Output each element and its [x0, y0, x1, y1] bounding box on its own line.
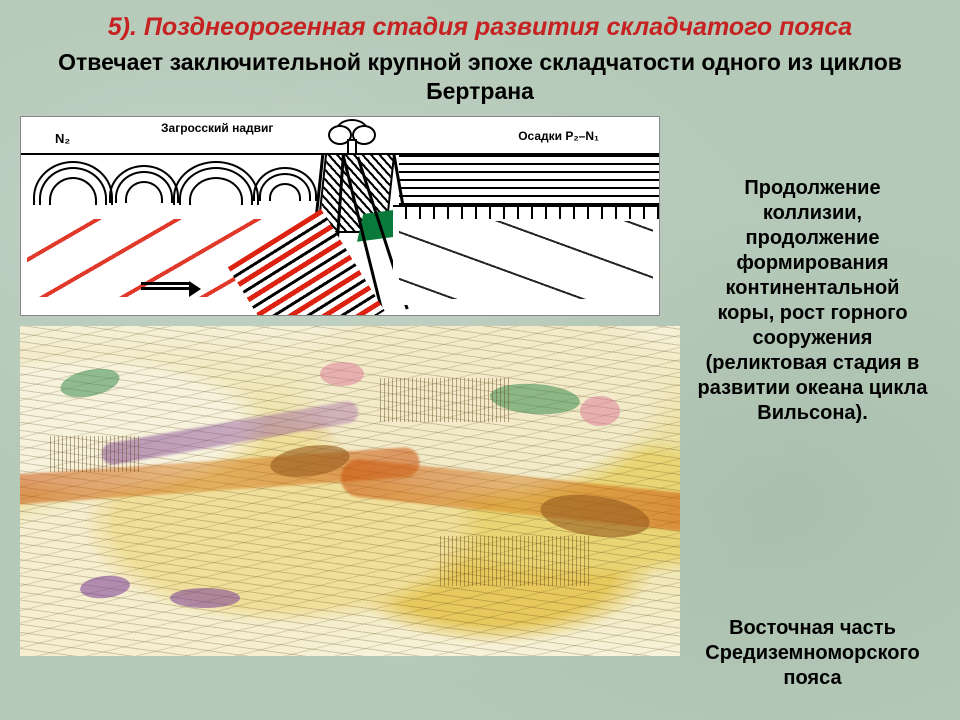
slide-title: 5). Позднеорогенная стадия развития скла… — [0, 0, 960, 48]
basement-dash-pattern — [399, 221, 653, 299]
thrust-teeth-icon — [393, 205, 659, 219]
volcano-cloud-icon — [336, 119, 368, 141]
label-zagros-thrust: Загросский надвиг — [161, 121, 273, 135]
content-area: N₂ Загросский надвиг Осадки P₂–N₁ — [0, 116, 960, 691]
map-unit — [170, 588, 240, 608]
geological-map — [20, 326, 680, 656]
volcano-stem — [347, 139, 357, 153]
map-hatch-area — [440, 536, 590, 586]
map-caption: Восточная часть Средиземноморского пояса — [695, 616, 930, 691]
right-strata-lines — [399, 155, 659, 207]
map-hatch-area — [380, 378, 510, 422]
map-unit — [580, 396, 620, 426]
convergence-arrow-icon — [141, 281, 201, 297]
figures-column: N₂ Загросский надвиг Осадки P₂–N₁ — [20, 116, 680, 691]
map-unit — [320, 362, 364, 386]
slide-subtitle: Отвечает заключительной крупной эпохе ск… — [0, 48, 960, 116]
description-text: Продолжение коллизии, продолжение формир… — [695, 176, 930, 426]
right-basement — [393, 205, 659, 305]
label-n2: N₂ — [55, 131, 70, 146]
map-hatch-area — [50, 436, 140, 472]
cross-section-diagram: N₂ Загросский надвиг Осадки P₂–N₁ — [20, 116, 660, 316]
label-sediments: Осадки P₂–N₁ — [518, 129, 599, 143]
captions-column: Продолжение коллизии, продолжение формир… — [680, 116, 940, 691]
